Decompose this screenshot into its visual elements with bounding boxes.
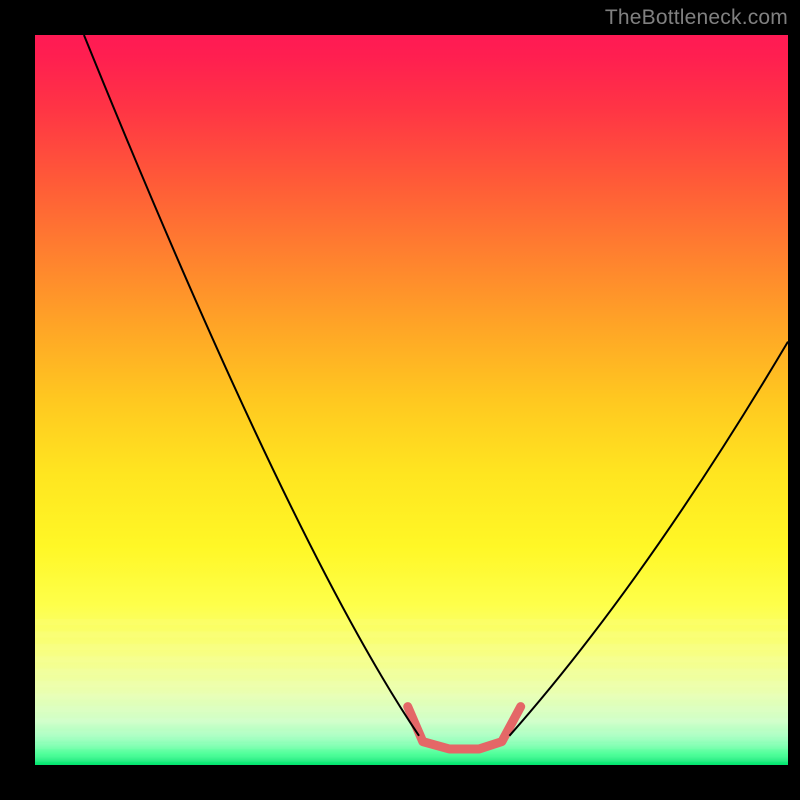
chart-frame: TheBottleneck.com (0, 0, 800, 800)
banding-stripe (35, 656, 788, 662)
gradient-background (35, 35, 788, 765)
banding-stripe (35, 631, 788, 637)
banding-stripe (35, 693, 788, 699)
plot-area (35, 35, 788, 765)
banding-stripe (35, 681, 788, 687)
watermark-text: TheBottleneck.com (605, 6, 788, 30)
banding-stripe (35, 619, 788, 625)
banding-stripe (35, 669, 788, 675)
banding-stripe (35, 644, 788, 650)
banding-stripe (35, 756, 788, 762)
banding-stripe (35, 743, 788, 749)
banding-stripe (35, 731, 788, 737)
